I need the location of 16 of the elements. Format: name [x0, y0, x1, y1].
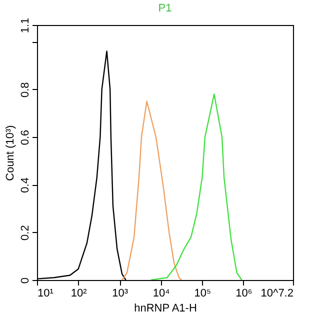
chart-title: P1 — [158, 2, 172, 14]
y-axis-title: Count (10³) — [4, 125, 16, 181]
x-tick-label: 10⁴ — [152, 288, 170, 300]
y-tick-label: 0.4 — [20, 178, 32, 193]
x-axis-title: hnRNP A1-H — [134, 302, 197, 314]
x-tick-label: 10⁵ — [194, 288, 212, 300]
y-tick-label: 0.6 — [20, 130, 32, 146]
y-tick-label: 0.8 — [20, 82, 32, 98]
x-tick-label: 10² — [70, 288, 88, 300]
y-tick-label: 1.1 — [20, 18, 32, 34]
x-tick-label: 10^7.2 — [260, 288, 294, 300]
x-tick-label: 10³ — [112, 288, 128, 300]
x-tick-label: 10¹ — [38, 288, 54, 300]
x-tick-label: 10⁶ — [236, 288, 252, 300]
y-tick-label: 0.2 — [20, 225, 32, 240]
y-tick-label: 0 — [20, 277, 32, 284]
